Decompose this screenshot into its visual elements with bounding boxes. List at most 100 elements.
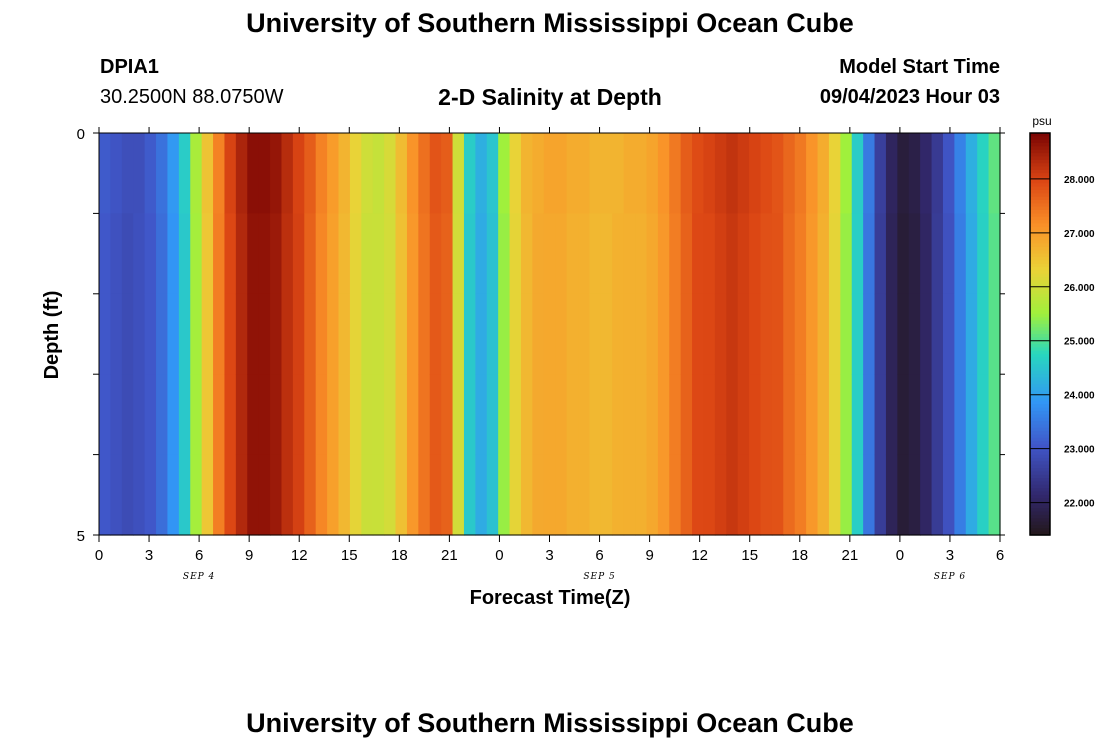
heatmap-cell: [486, 133, 499, 214]
heatmap-cell: [304, 213, 317, 295]
heatmap-cell: [418, 133, 431, 214]
heatmap-cell: [737, 454, 750, 536]
heatmap-cell: [121, 213, 134, 295]
heatmap-cell: [646, 293, 659, 375]
heatmap-cell: [327, 293, 340, 375]
heatmap-cell: [566, 374, 579, 456]
colorbar-segment: [1030, 451, 1050, 456]
heatmap-cell: [452, 213, 465, 295]
heatmap-cell: [771, 374, 784, 456]
heatmap-cell: [954, 293, 967, 375]
heatmap-cell: [475, 293, 488, 375]
colorbar-segment: [1030, 196, 1050, 201]
heatmap-cell: [384, 454, 397, 536]
heatmap-cell: [783, 454, 796, 536]
heatmap-cell: [133, 213, 146, 295]
heatmap-cell: [144, 133, 157, 214]
heatmap-cell: [863, 454, 876, 536]
x-tick-label: 21: [441, 547, 458, 564]
x-tick-label: 12: [291, 547, 308, 564]
heatmap-cell: [874, 133, 887, 214]
heatmap-cell: [749, 293, 762, 375]
heatmap-cell: [817, 454, 830, 536]
colorbar-segment: [1030, 263, 1050, 268]
x-tick-label: 3: [946, 547, 954, 564]
heatmap-cell: [99, 133, 112, 214]
colorbar-segment: [1030, 518, 1050, 523]
heatmap-cell: [224, 293, 237, 375]
heatmap-cell: [794, 133, 807, 214]
heatmap-cell: [612, 454, 625, 536]
heatmap-cell: [646, 454, 659, 536]
colorbar-segment: [1030, 478, 1050, 482]
colorbar-segment: [1030, 514, 1050, 519]
heatmap-cell: [167, 454, 180, 536]
heatmap-cell: [327, 133, 340, 214]
colorbar-segment: [1030, 474, 1050, 479]
colorbar-segment: [1030, 159, 1050, 164]
colorbar-segment: [1030, 411, 1050, 415]
heatmap-cell: [178, 454, 191, 536]
colorbar-segment: [1030, 427, 1050, 432]
heatmap-cell: [441, 213, 454, 295]
colorbar-segment: [1030, 424, 1050, 429]
colorbar-segment: [1030, 501, 1050, 506]
colorbar-segment: [1030, 330, 1050, 335]
heatmap-cell: [692, 133, 705, 214]
heatmap-cell: [578, 293, 591, 375]
heatmap-cell: [942, 293, 955, 375]
heatmap-cell: [669, 133, 682, 214]
colorbar-segment: [1030, 166, 1050, 171]
heatmap-cell: [498, 133, 511, 214]
heatmap-cell: [657, 293, 670, 375]
heatmap-cell: [635, 454, 648, 536]
colorbar-segment: [1030, 189, 1050, 194]
heatmap-cell: [235, 133, 248, 214]
heatmap-cell: [703, 213, 716, 295]
colorbar-segment: [1030, 200, 1050, 204]
heatmap-cell: [657, 133, 670, 214]
colorbar-segment: [1030, 310, 1050, 315]
colorbar-segment: [1030, 441, 1050, 446]
heatmap-cell: [349, 213, 362, 295]
heatmap-cell: [965, 133, 978, 214]
heatmap-cell: [190, 133, 203, 214]
heatmap-cell: [213, 374, 226, 456]
heatmap-cell: [726, 454, 739, 536]
heatmap-cell: [543, 133, 556, 214]
heatmap-cell: [327, 213, 340, 295]
heatmap-cell: [213, 293, 226, 375]
heatmap-cell: [794, 293, 807, 375]
heatmap-cell: [669, 374, 682, 456]
heatmap-cell: [178, 213, 191, 295]
heatmap-cell: [555, 374, 568, 456]
heatmap-cell: [441, 133, 454, 214]
colorbar-segment: [1030, 374, 1050, 379]
colorbar-segment: [1030, 236, 1050, 241]
colorbar-segment: [1030, 246, 1050, 251]
colorbar-segment: [1030, 230, 1050, 235]
heatmap-cell: [543, 374, 556, 456]
heatmap-cell: [372, 213, 385, 295]
heatmap-cell: [361, 374, 374, 456]
heatmap-cell: [965, 213, 978, 295]
colorbar-segment: [1030, 156, 1050, 161]
heatmap-cell: [600, 133, 613, 214]
heatmap-cell: [965, 293, 978, 375]
heatmap-cell: [372, 133, 385, 214]
heatmap-cell: [315, 293, 328, 375]
heatmap-cell: [623, 454, 636, 536]
heatmap-cell: [828, 293, 841, 375]
heatmap-cell: [874, 374, 887, 456]
heatmap-cell: [885, 293, 898, 375]
colorbar-segment: [1030, 233, 1050, 238]
colorbar-segment: [1030, 360, 1050, 365]
heatmap-cell: [498, 213, 511, 295]
heatmap-cell: [760, 374, 773, 456]
heatmap-cell: [555, 133, 568, 214]
heatmap-cell: [680, 133, 693, 214]
heatmap-cell: [452, 374, 465, 456]
heatmap-cell: [110, 454, 123, 536]
heatmap-cell: [737, 133, 750, 214]
